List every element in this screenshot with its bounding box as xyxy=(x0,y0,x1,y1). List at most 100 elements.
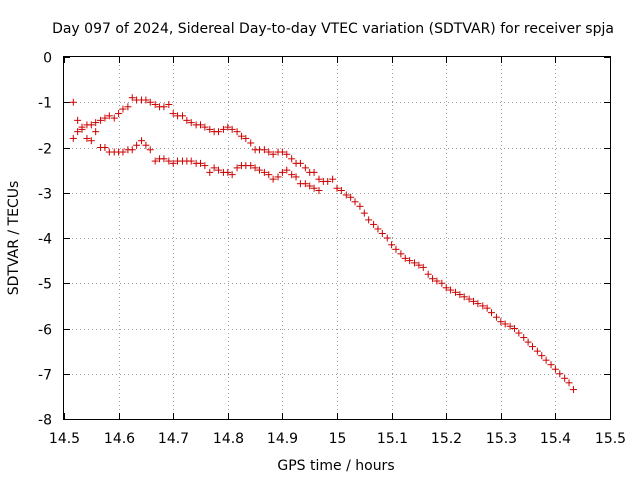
y-tick-label: -4 xyxy=(38,232,52,248)
data-point xyxy=(551,365,559,373)
data-point xyxy=(470,297,477,305)
data-point xyxy=(283,166,291,174)
data-point xyxy=(283,150,291,158)
data-point xyxy=(255,166,263,174)
data-point xyxy=(538,352,546,360)
data-point xyxy=(401,254,409,262)
data-point xyxy=(547,361,555,369)
data-point xyxy=(151,101,159,109)
data-point xyxy=(392,245,400,253)
data-point xyxy=(378,229,386,237)
points-layer xyxy=(69,94,577,394)
data-point xyxy=(337,186,345,194)
data-point xyxy=(388,241,396,249)
x-tick-label: 14.7 xyxy=(158,431,189,447)
data-point xyxy=(356,202,364,210)
data-point xyxy=(292,173,300,181)
data-point xyxy=(524,338,532,346)
data-point xyxy=(233,164,241,172)
data-point xyxy=(165,101,173,109)
x-tick-label: 15.3 xyxy=(486,431,517,447)
ticks-layer: 14.5 14.6 14.7 14.8 14.9 15 15.1 15.2 15.3 15.4 15… xyxy=(38,51,626,448)
data-point xyxy=(424,270,432,278)
data-point xyxy=(119,105,127,113)
x-tick-label: 15.1 xyxy=(377,431,408,447)
data-point xyxy=(265,148,273,156)
data-point xyxy=(87,121,95,129)
data-point xyxy=(169,159,177,167)
data-point xyxy=(429,275,437,283)
data-point xyxy=(224,168,232,176)
data-point xyxy=(169,110,177,118)
data-point xyxy=(288,155,296,163)
data-point xyxy=(146,146,154,154)
data-point xyxy=(306,182,314,190)
data-point xyxy=(310,168,318,176)
data-point xyxy=(438,279,446,287)
data-point xyxy=(215,166,223,174)
data-point xyxy=(497,318,505,326)
data-point xyxy=(128,94,136,102)
data-point xyxy=(115,110,123,118)
data-point xyxy=(374,225,382,233)
data-point xyxy=(142,96,150,104)
chart-title: Day 097 of 2024, Sidereal Day-to-day VTE… xyxy=(52,21,614,37)
data-point xyxy=(561,374,569,382)
y-tick-label: -2 xyxy=(38,142,52,158)
data-point xyxy=(278,168,286,176)
x-tick-label: 15.5 xyxy=(595,431,626,447)
y-tick-label: -8 xyxy=(38,413,52,429)
data-point xyxy=(533,347,541,355)
x-tick-label: 14.9 xyxy=(267,431,298,447)
data-point xyxy=(87,137,95,145)
data-point xyxy=(569,386,577,394)
data-point xyxy=(197,121,204,129)
x-tick-label: 15.4 xyxy=(540,431,571,447)
data-point xyxy=(333,184,341,192)
x-tick-label: 14.5 xyxy=(49,431,80,447)
data-point xyxy=(360,209,368,217)
data-point xyxy=(451,288,459,296)
data-point xyxy=(215,128,223,136)
data-point xyxy=(528,343,536,351)
data-point xyxy=(138,137,146,145)
data-point xyxy=(183,116,191,124)
data-point xyxy=(419,263,427,271)
y-tick-label: -6 xyxy=(38,323,52,339)
data-point xyxy=(269,150,277,158)
data-point xyxy=(442,284,450,292)
data-point xyxy=(542,356,550,364)
data-point xyxy=(206,125,214,133)
data-point xyxy=(329,175,337,183)
y-tick-label: -1 xyxy=(38,96,52,112)
y-tick-label: 0 xyxy=(43,51,52,67)
x-tick-label: 15 xyxy=(329,431,347,447)
data-point xyxy=(351,198,359,206)
data-point xyxy=(206,168,214,176)
grid-layer xyxy=(64,57,610,419)
data-point xyxy=(242,134,250,142)
data-point xyxy=(383,234,391,242)
data-point xyxy=(510,325,518,332)
data-point xyxy=(315,186,323,194)
data-point xyxy=(483,304,491,312)
data-point xyxy=(105,112,113,120)
data-point xyxy=(301,180,309,188)
data-point xyxy=(97,116,105,124)
data-point xyxy=(260,146,268,154)
data-point xyxy=(296,159,304,167)
data-point xyxy=(515,329,523,337)
data-point xyxy=(187,157,195,165)
y-tick-label: -5 xyxy=(38,277,52,293)
x-tick-label: 14.8 xyxy=(213,431,244,447)
data-point xyxy=(228,125,236,133)
data-point xyxy=(92,119,100,127)
data-point xyxy=(460,293,468,301)
data-point xyxy=(315,175,323,183)
data-point xyxy=(506,322,514,330)
data-point xyxy=(69,98,77,106)
data-point xyxy=(556,370,564,378)
data-point xyxy=(411,259,419,267)
data-point xyxy=(479,302,487,310)
